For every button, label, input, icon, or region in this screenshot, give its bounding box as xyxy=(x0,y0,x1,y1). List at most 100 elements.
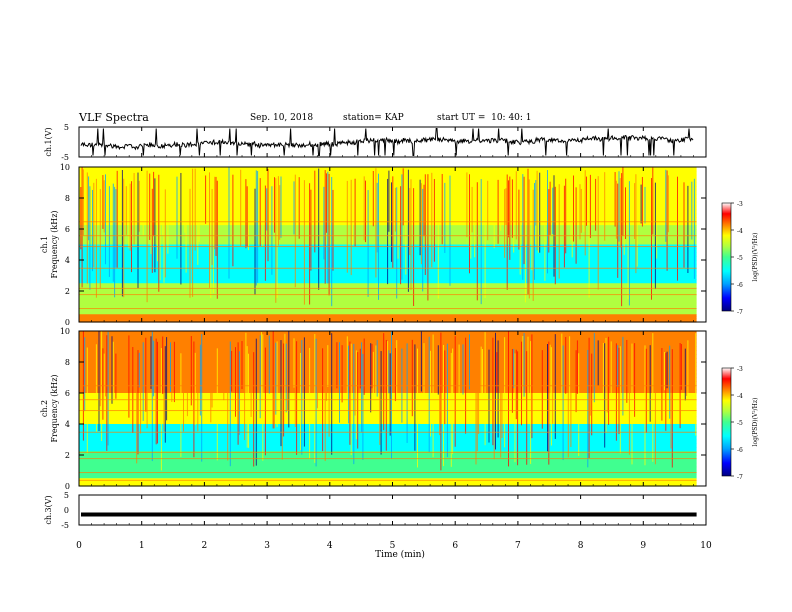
spectrogram-band xyxy=(79,412,697,417)
spectrogram-streak xyxy=(677,176,678,281)
spectrogram-streak xyxy=(246,186,248,247)
spectrogram-streak xyxy=(569,336,571,407)
spectrogram-streak xyxy=(441,173,443,245)
spectrogram-band xyxy=(79,431,697,437)
spectrogram-streak xyxy=(370,343,372,413)
spectrogram-streak xyxy=(257,171,259,283)
spectrogram-streak xyxy=(604,343,606,448)
spectrogram-line xyxy=(79,458,697,460)
spectrogram-streak xyxy=(348,173,350,222)
spectrogram-streak xyxy=(644,186,646,224)
frequency-tick-label: 6 xyxy=(65,225,70,234)
spectrogram-streak xyxy=(518,189,520,250)
spectrogram-streak xyxy=(413,188,415,307)
spectrogram-line xyxy=(79,399,697,401)
spectrogram-streak xyxy=(687,185,689,274)
spectrogram-streak xyxy=(350,179,352,276)
spectrogram-streak xyxy=(376,182,378,253)
spectrogram-streak xyxy=(544,184,546,281)
spectrogram-streak xyxy=(215,176,217,257)
spectrogram-streak xyxy=(115,189,117,268)
spectrogram-streak xyxy=(151,188,153,273)
spectrogram-streak xyxy=(462,344,464,395)
spectrogram-streak xyxy=(511,179,513,238)
spectrogram-streak xyxy=(259,178,261,246)
spectrogram-streak xyxy=(357,352,359,449)
spectrogram-streak xyxy=(548,341,550,465)
spectrogram-streak xyxy=(537,186,539,253)
spectrogram-band xyxy=(79,451,697,456)
spectrogram-band xyxy=(79,170,697,176)
spectrogram-streak xyxy=(198,186,200,242)
spectrogram-streak xyxy=(137,172,139,289)
spectrogram-streak xyxy=(388,170,390,232)
spectrogram-streak xyxy=(328,332,330,437)
spectrogram-streak xyxy=(487,180,489,241)
spectrogram-streak xyxy=(636,189,638,267)
spectrogram-streak xyxy=(341,345,343,403)
spectrogram-streak xyxy=(229,341,231,467)
spectrogram-streak xyxy=(276,180,278,298)
spectrogram-streak xyxy=(227,334,229,461)
spectrogram-streak xyxy=(587,349,589,468)
spectrogram-streak xyxy=(482,348,483,406)
ch1-spectrogram-image xyxy=(79,167,697,323)
spectrogram-band xyxy=(79,416,697,421)
spectrogram-line xyxy=(79,410,697,412)
spectrogram-streak xyxy=(439,345,441,436)
spectrogram-streak xyxy=(548,189,550,253)
spectrogram-streak xyxy=(314,170,316,253)
spectrogram-band xyxy=(79,167,697,172)
spectrogram-streak xyxy=(670,352,672,449)
spectrogram-streak xyxy=(549,344,551,416)
spectrogram-band xyxy=(79,174,697,180)
spectrogram-streak xyxy=(348,345,350,424)
ch1-waveform-line xyxy=(80,128,694,156)
spectrogram-streak xyxy=(115,353,117,399)
time-tick-label: 9 xyxy=(640,541,646,551)
spectrogram-band xyxy=(79,338,697,344)
spectrogram-line xyxy=(79,479,697,481)
spectrogram-streak xyxy=(401,174,403,280)
spectrogram-streak xyxy=(635,174,637,274)
colorbar-tick-label: -6 xyxy=(737,447,743,454)
spectrogram-streak xyxy=(405,185,407,275)
spectrogram-streak xyxy=(297,343,299,393)
frequency-axis-label: Frequency (kHz) xyxy=(50,374,59,442)
spectrogram-streak xyxy=(407,169,409,292)
spectrogram-streak xyxy=(372,170,374,227)
spectrogram-streak xyxy=(501,352,503,439)
spectrogram-streak xyxy=(665,169,667,242)
ch2-colorbar: -3 -4 -5 -6 -7 log(PSD)(V²/Hz) xyxy=(721,366,759,481)
spectrogram-streak xyxy=(164,189,166,278)
spectrogram-streak xyxy=(190,336,192,406)
spectrogram-streak xyxy=(692,182,694,231)
spectrogram-streak xyxy=(254,188,256,295)
spectrogram-streak xyxy=(372,351,374,410)
spectrogram-streak xyxy=(323,186,325,260)
spectrogram-streak xyxy=(531,334,533,439)
spectrogram-streak xyxy=(618,171,620,242)
spectrogram-streak xyxy=(563,185,565,268)
ch1-y-axis-label: ch.1(V) xyxy=(44,127,53,156)
spectrogram-streak xyxy=(271,186,273,275)
spectrogram-streak xyxy=(560,354,561,391)
spectrogram-streak xyxy=(166,337,168,421)
spectrogram-streak xyxy=(133,172,135,245)
spectrogram-streak xyxy=(523,332,525,397)
spectrogram-streak xyxy=(641,176,643,227)
spectrogram-streak xyxy=(686,343,688,396)
spectrogram-streak xyxy=(591,353,593,436)
spectrogram-streak xyxy=(497,179,499,244)
spectrogram-streak xyxy=(327,345,329,387)
spectrogram-streak xyxy=(565,178,567,254)
spectrogram-streak xyxy=(300,352,301,451)
spectrogram-channel-label: ch.2 xyxy=(40,400,49,417)
spectrogram-streak xyxy=(162,173,164,236)
spectrogram-streak xyxy=(326,173,327,233)
spectrogram-streak xyxy=(262,182,264,247)
spectrogram-streak xyxy=(623,182,625,255)
spectrogram-streak xyxy=(310,189,312,271)
spectrogram-streak xyxy=(301,340,303,455)
spectrogram-streak xyxy=(162,336,164,395)
